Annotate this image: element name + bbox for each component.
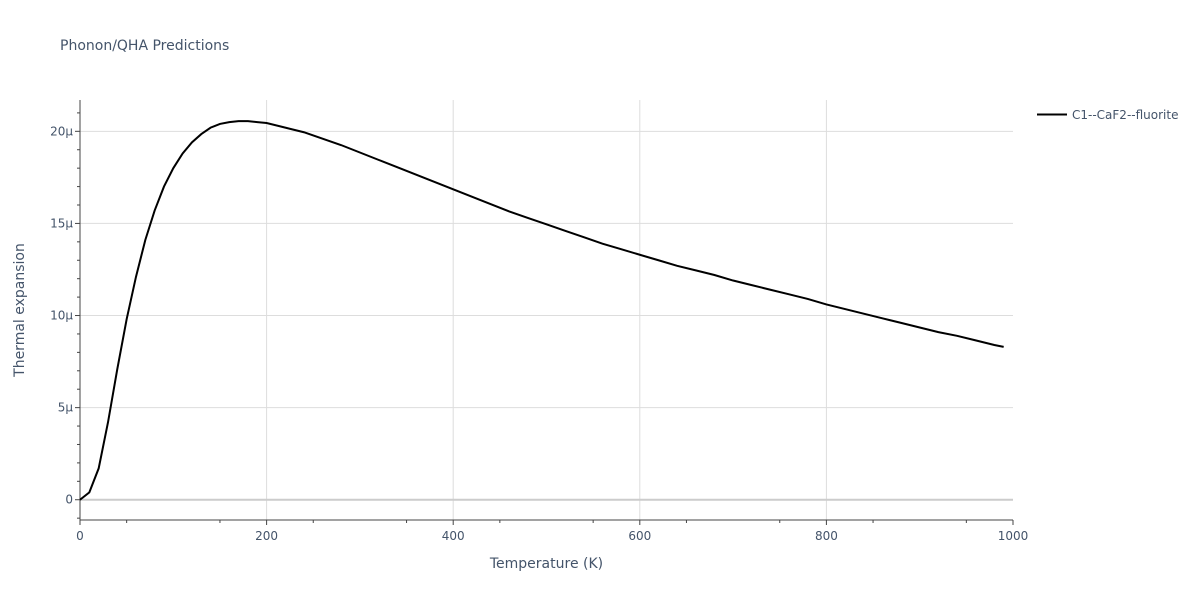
- x-tick-label: 1000: [998, 529, 1029, 543]
- y-tick-label: 15μ: [50, 216, 73, 230]
- y-tick-label: 0: [65, 493, 73, 507]
- x-axis-title: Temperature (K): [489, 556, 603, 572]
- x-tick-label: 800: [815, 529, 838, 543]
- x-tick-label: 400: [442, 529, 465, 543]
- series-line: [79, 120, 1004, 501]
- y-tick-label: 20μ: [50, 124, 73, 138]
- x-tick-label: 0: [76, 529, 84, 543]
- grid-layer: [80, 100, 1013, 520]
- y-axis-title: Thermal expansion: [12, 243, 28, 378]
- y-tick-label: 5μ: [58, 401, 74, 415]
- x-tick-label: 200: [255, 529, 278, 543]
- x-tick-label: 600: [628, 529, 651, 543]
- legend[interactable]: C1--CaF2--fluorite: [1037, 108, 1178, 122]
- axes-layer: 0 200 400 600 800 1000 0 5μ 10μ 15μ 20μ: [50, 100, 1028, 543]
- legend-label: C1--CaF2--fluorite: [1072, 108, 1178, 122]
- series-layer: [79, 120, 1004, 501]
- chart-title: Phonon/QHA Predictions: [60, 38, 229, 54]
- y-tick-label: 10μ: [50, 309, 73, 323]
